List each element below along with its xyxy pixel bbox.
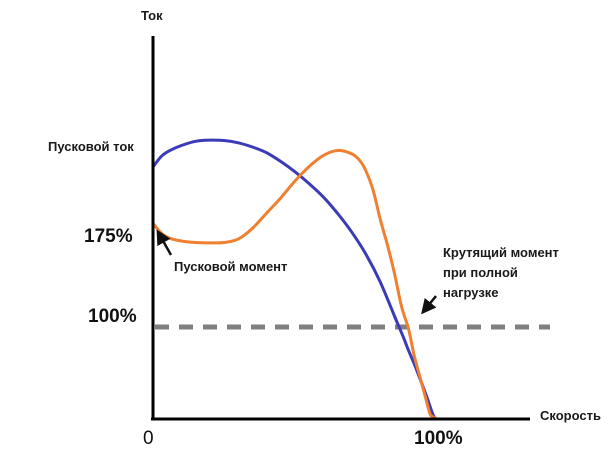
full-load-torque-label-line-2: при полной: [443, 265, 518, 280]
torque-curve: [151, 148, 439, 421]
full-load-torque-arrow: [421, 295, 437, 315]
x-tick-label: 0: [143, 428, 154, 449]
starting-torque-arrow: [156, 229, 173, 256]
starting-torque-label: Пусковой момент: [174, 259, 287, 274]
full-load-torque-label-line-1: Крутящий момент: [443, 245, 559, 260]
y-mark-175-label: 175%: [84, 226, 133, 247]
x-axis-label: Скорость: [540, 408, 601, 423]
full-load-torque-label-line-3: нагрузке: [443, 285, 499, 300]
y-mark-100-label: 100%: [88, 306, 137, 327]
y-axis-label: Ток: [141, 8, 163, 23]
starting-current-label: Пусковой ток: [48, 139, 134, 154]
current-curve: [151, 138, 439, 421]
x-tick-label: 100%: [414, 428, 463, 449]
